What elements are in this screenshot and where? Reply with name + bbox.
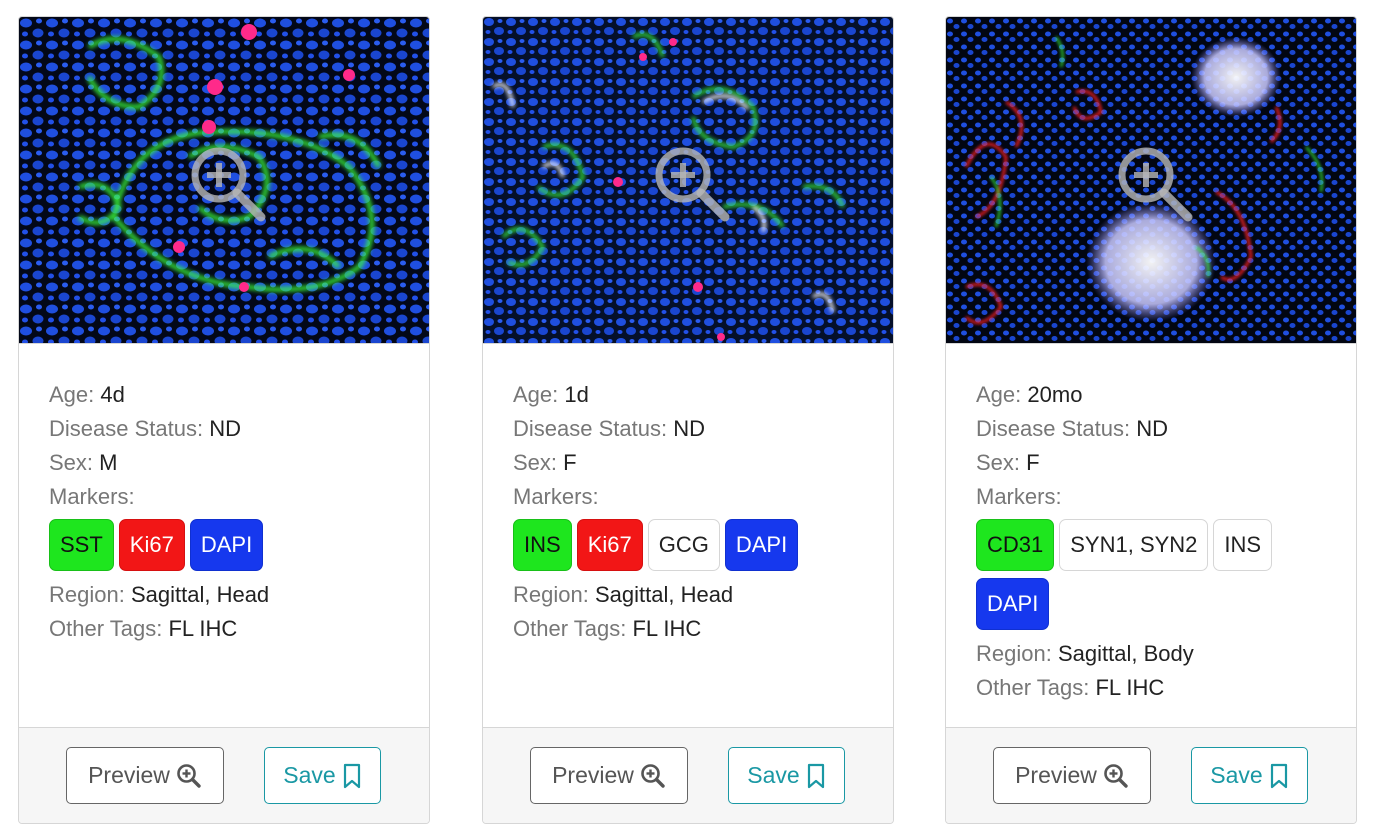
age-row: Age: 1d xyxy=(513,382,589,407)
markers-label: Markers: xyxy=(976,484,1062,509)
save-button[interactable]: Save xyxy=(1191,747,1308,804)
bookmark-icon xyxy=(343,763,360,788)
disease-status-value: ND xyxy=(673,416,705,441)
other-tags-row: Other Tags: FL IHC xyxy=(49,616,238,641)
age-value: 4d xyxy=(100,382,125,407)
preview-button[interactable]: Preview xyxy=(993,747,1151,804)
other-tags-value: FL IHC xyxy=(632,616,702,641)
region-value: Sagittal, Head xyxy=(130,582,270,607)
preview-button[interactable]: Preview xyxy=(66,747,224,804)
card-footer: Preview Save xyxy=(483,727,893,823)
disease-status-row: Disease Status: ND xyxy=(976,416,1168,441)
marker-badges: INS Ki67 GCG DAPI xyxy=(513,519,863,578)
marker-badges: CD31 SYN1, SYN2 INS DAPI xyxy=(976,519,1326,637)
sex-value: F xyxy=(1026,450,1040,475)
marker-badges: SST Ki67 DAPI xyxy=(49,519,399,578)
preview-button-label: Preview xyxy=(552,762,634,788)
sex-value: M xyxy=(99,450,118,475)
age-row: Age: 4d xyxy=(49,382,125,407)
marker-badge: INS xyxy=(513,519,572,571)
age-row: Age: 20mo xyxy=(976,382,1083,407)
disease-status-value: ND xyxy=(209,416,241,441)
disease-status-row: Disease Status: ND xyxy=(49,416,241,441)
preview-button[interactable]: Preview xyxy=(530,747,688,804)
disease-status-row: Disease Status: ND xyxy=(513,416,705,441)
marker-badge: DAPI xyxy=(976,578,1050,630)
marker-badge: CD31 xyxy=(976,519,1055,571)
card-metadata: Age: 1d Disease Status: ND Sex: F Marker… xyxy=(483,343,893,727)
marker-badge: INS xyxy=(1213,519,1273,571)
card-footer: Preview Save xyxy=(19,727,429,823)
sex-row: Sex: F xyxy=(976,450,1040,475)
zoom-in-icon xyxy=(191,147,266,222)
sex-row: Sex: M xyxy=(49,450,118,475)
marker-badge: DAPI xyxy=(189,519,264,571)
zoom-in-icon xyxy=(177,763,201,788)
microscopy-image-thumbnail[interactable] xyxy=(483,17,893,343)
microscopy-image xyxy=(483,17,893,343)
other-tags-row: Other Tags: FL IHC xyxy=(976,675,1165,700)
marker-badge: GCG xyxy=(647,519,720,571)
preview-button-label: Preview xyxy=(88,762,170,788)
marker-badge: DAPI xyxy=(724,519,799,571)
region-value: Sagittal, Body xyxy=(1057,641,1194,666)
bookmark-icon xyxy=(1270,763,1287,788)
marker-badge: SYN1, SYN2 xyxy=(1059,519,1209,571)
sex-row: Sex: F xyxy=(513,450,577,475)
card-metadata: Age: 4d Disease Status: ND Sex: M Marker… xyxy=(19,343,429,727)
region-row: Region: Sagittal, Body xyxy=(976,641,1194,666)
zoom-in-icon xyxy=(1104,763,1128,788)
bookmark-icon xyxy=(807,763,824,788)
zoom-in-icon xyxy=(1118,147,1193,222)
card-metadata: Age: 20mo Disease Status: ND Sex: F Mark… xyxy=(946,343,1356,727)
marker-badge: Ki67 xyxy=(576,519,643,571)
region-value: Sagittal, Head xyxy=(594,582,734,607)
sex-value: F xyxy=(563,450,577,475)
age-value: 1d xyxy=(564,382,589,407)
disease-status-value: ND xyxy=(1136,416,1168,441)
image-card: Age: 20mo Disease Status: ND Sex: F Mark… xyxy=(945,16,1357,824)
microscopy-image-thumbnail[interactable] xyxy=(946,17,1356,343)
age-value: 20mo xyxy=(1027,382,1083,407)
microscopy-image xyxy=(19,17,429,343)
zoom-in-icon xyxy=(641,763,665,788)
markers-label: Markers: xyxy=(49,484,135,509)
save-button-label: Save xyxy=(1210,762,1263,788)
other-tags-row: Other Tags: FL IHC xyxy=(513,616,702,641)
card-footer: Preview Save xyxy=(946,727,1356,823)
region-row: Region: Sagittal, Head xyxy=(513,582,734,607)
save-button[interactable]: Save xyxy=(264,747,381,804)
region-row: Region: Sagittal, Head xyxy=(49,582,270,607)
microscopy-image-thumbnail[interactable] xyxy=(19,17,429,343)
marker-badge: SST xyxy=(49,519,114,571)
other-tags-value: FL IHC xyxy=(168,616,238,641)
marker-badge: Ki67 xyxy=(118,519,185,571)
save-button[interactable]: Save xyxy=(728,747,845,804)
preview-button-label: Preview xyxy=(1015,762,1097,788)
markers-label: Markers: xyxy=(513,484,599,509)
image-card: Age: 4d Disease Status: ND Sex: M Marker… xyxy=(18,16,430,824)
image-card: Age: 1d Disease Status: ND Sex: F Marker… xyxy=(482,16,894,824)
microscopy-image xyxy=(946,17,1356,343)
other-tags-value: FL IHC xyxy=(1095,675,1165,700)
save-button-label: Save xyxy=(283,762,336,788)
zoom-in-icon xyxy=(655,147,730,222)
save-button-label: Save xyxy=(747,762,800,788)
